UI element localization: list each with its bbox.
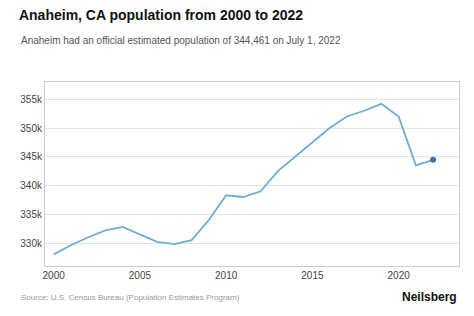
- svg-text:330k: 330k: [20, 238, 43, 249]
- svg-text:2015: 2015: [301, 270, 324, 281]
- svg-text:2005: 2005: [129, 270, 152, 281]
- svg-text:345k: 345k: [20, 151, 43, 162]
- svg-text:2010: 2010: [215, 270, 238, 281]
- svg-text:Source: U.S. Census Bureau (Po: Source: U.S. Census Bureau (Population E…: [21, 293, 240, 302]
- svg-text:Neilsberg: Neilsberg: [402, 290, 457, 304]
- svg-text:2020: 2020: [388, 270, 411, 281]
- svg-text:2000: 2000: [43, 270, 66, 281]
- svg-text:Anaheim had an official estima: Anaheim had an official estimated popula…: [21, 35, 341, 46]
- svg-text:Anaheim, CA population from 20: Anaheim, CA population from 2000 to 2022: [19, 7, 303, 23]
- svg-text:350k: 350k: [20, 123, 43, 134]
- svg-text:340k: 340k: [20, 180, 43, 191]
- svg-text:355k: 355k: [20, 94, 43, 105]
- svg-text:335k: 335k: [20, 209, 43, 220]
